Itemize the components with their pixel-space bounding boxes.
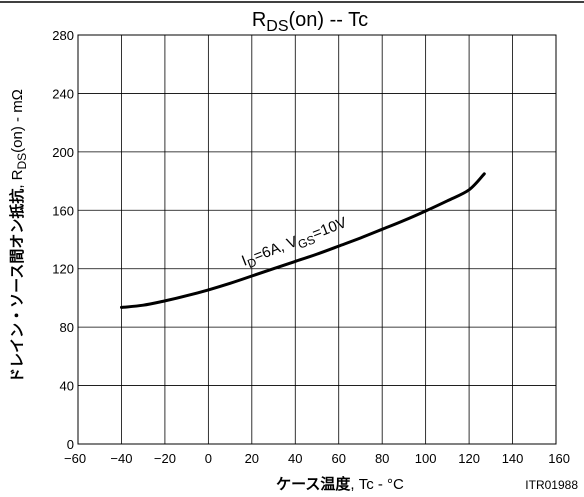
plot-frame [77,34,557,445]
y-tick-labels: 0 40 80 120 160 200 240 280 [52,28,74,452]
y-tick-label: 80 [60,320,74,335]
x-tick-label: −40 [110,451,132,466]
x-tick-label: −20 [154,451,176,466]
x-tick-label: 40 [288,451,302,466]
x-tick-label: −60 [64,451,86,466]
figure-code: ITR01988 [525,478,578,492]
y-tick-label: 120 [52,262,74,277]
x-tick-labels: −60 −40 −20 0 20 40 60 80 100 120 140 160 [64,451,570,466]
y-tick-label: 40 [60,379,74,394]
x-axis-label: ケース温度, Tc - °C [276,475,404,493]
y-tick-label: 240 [52,86,74,101]
series-line [120,172,486,309]
y-axis-label: ドレイン・ソース間オン抵抗, RDS(on) - mΩ [8,89,29,383]
x-tick-label: 100 [415,451,437,466]
y-axis-label-subscript: DS [15,153,29,170]
y-tick-label: 160 [52,203,74,218]
y-tick-label: 0 [67,437,74,452]
x-tick-label: 80 [375,451,389,466]
y-tick-label: 280 [52,28,74,43]
x-tick-label: 140 [502,451,524,466]
y-tick-label: 200 [52,145,74,160]
chart-title: RDS(on) -- Tc [252,9,368,35]
x-tick-label: 60 [331,451,345,466]
x-tick-label: 0 [205,451,212,466]
x-tick-label: 120 [458,451,480,466]
x-tick-label: 160 [548,451,570,466]
chart-title-subscript: DS [266,18,288,35]
curve-annotation: ID=6A, VGS=10V [239,214,350,272]
x-tick-label: 20 [245,451,259,466]
